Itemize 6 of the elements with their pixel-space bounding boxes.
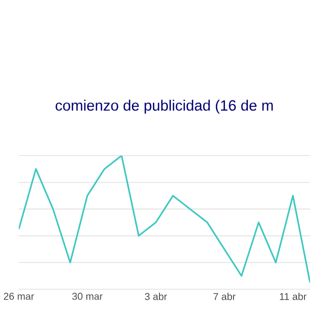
x-tick-label: 11 abr: [280, 292, 306, 300]
x-tick-label: 30 mar: [72, 292, 103, 300]
x-tick-label: 26 mar: [4, 292, 34, 300]
x-tick-label: 7 abr: [214, 292, 236, 300]
x-tick-label: 3 abr: [144, 292, 167, 300]
chart-title: comienzo de publicidad (16 de m: [56, 100, 273, 114]
